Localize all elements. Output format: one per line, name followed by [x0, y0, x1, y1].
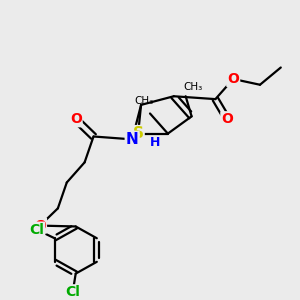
Text: O: O [227, 72, 239, 86]
Text: H: H [150, 136, 160, 149]
Text: Cl: Cl [65, 285, 80, 299]
Text: CH₃: CH₃ [134, 96, 154, 106]
Text: N: N [126, 132, 139, 147]
Text: S: S [133, 126, 144, 141]
Text: O: O [221, 112, 233, 126]
Text: CH₃: CH₃ [184, 82, 203, 92]
Text: Cl: Cl [29, 223, 44, 237]
Text: O: O [70, 112, 82, 126]
Text: O: O [34, 219, 46, 232]
